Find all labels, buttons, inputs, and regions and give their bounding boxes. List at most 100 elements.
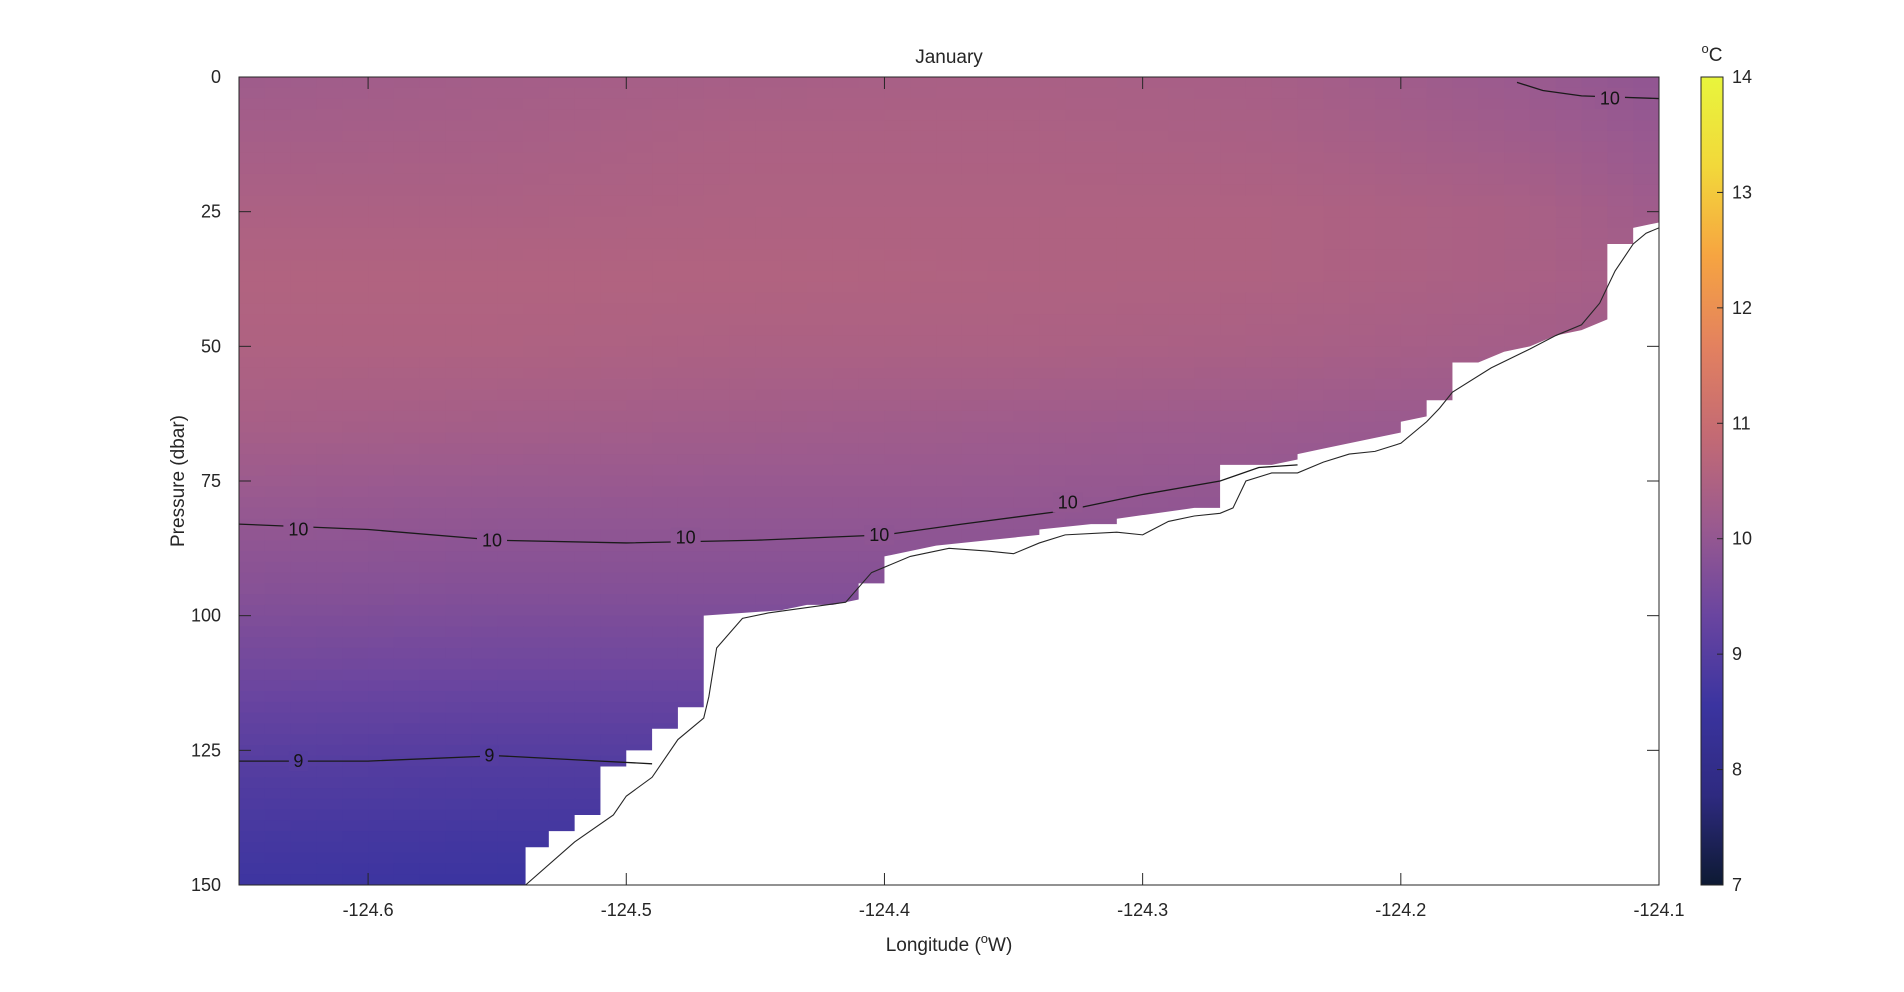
field-cell xyxy=(1529,206,1557,218)
field-cell xyxy=(600,410,628,423)
field-cell xyxy=(316,206,344,218)
field-cell xyxy=(858,303,886,315)
field-cell xyxy=(1426,314,1454,326)
field-cell xyxy=(1116,378,1144,391)
field-cell xyxy=(471,314,498,326)
field-cell xyxy=(1142,260,1170,272)
field-cell xyxy=(393,551,421,563)
field-cell xyxy=(497,831,524,843)
field-cell xyxy=(1400,195,1428,208)
field-cell xyxy=(316,518,344,531)
field-cell xyxy=(910,227,937,240)
x-axis: -124.6 -124.5 -124.4 -124.3 -124.2 -124.1 xyxy=(343,77,1685,920)
field-cell xyxy=(600,647,628,660)
field-cell xyxy=(342,669,369,682)
field-cell xyxy=(497,389,524,401)
field-cell xyxy=(574,680,602,692)
field-cell xyxy=(781,324,808,337)
field-cell xyxy=(316,367,344,380)
field-cell xyxy=(1452,109,1480,121)
field-cell xyxy=(393,206,421,218)
field-cell xyxy=(393,367,421,380)
field-cell xyxy=(961,464,989,477)
field-cell xyxy=(1168,120,1196,132)
field-cell xyxy=(600,583,628,595)
field-cell xyxy=(393,863,421,876)
field-cell xyxy=(548,669,576,682)
contour-label: 10 xyxy=(1600,89,1620,109)
field-cell xyxy=(1194,87,1221,100)
field-cell xyxy=(858,109,886,121)
field-cell xyxy=(497,303,524,315)
field-cell xyxy=(393,130,421,143)
field-cell xyxy=(342,130,369,143)
field-cell xyxy=(445,507,473,520)
field-cell xyxy=(264,637,292,649)
x-tick-label: -124.4 xyxy=(859,900,910,920)
field-cell xyxy=(884,475,912,488)
field-cell xyxy=(703,335,731,348)
field-cell xyxy=(936,389,963,401)
field-cell xyxy=(600,572,628,585)
field-cell xyxy=(368,346,395,358)
field-cell xyxy=(1039,475,1066,488)
field-cell xyxy=(1013,87,1041,100)
field-cell xyxy=(1452,184,1480,197)
field-cell xyxy=(548,788,576,800)
field-cell xyxy=(264,217,292,229)
field-cell xyxy=(548,701,576,714)
contour-label-bg xyxy=(283,519,314,540)
field-cell xyxy=(1529,77,1557,89)
field-cell xyxy=(393,680,421,692)
field-cell xyxy=(832,561,860,574)
field-cell xyxy=(1400,152,1428,164)
field-cell xyxy=(1013,292,1041,305)
field-cell xyxy=(523,615,550,628)
field-cell xyxy=(832,475,860,488)
field-cell xyxy=(574,669,602,682)
field-cell xyxy=(239,777,266,789)
field-cell xyxy=(393,615,421,628)
field-cell xyxy=(393,281,421,294)
field-cell xyxy=(1065,335,1092,348)
field-cell xyxy=(419,615,447,628)
field-cell xyxy=(600,238,628,251)
field-cell xyxy=(729,497,757,509)
field-cell xyxy=(239,77,266,89)
field-cell xyxy=(497,594,524,606)
field-cell xyxy=(807,217,834,229)
field-cell xyxy=(574,583,602,595)
field-cell xyxy=(316,238,344,251)
field-cell xyxy=(600,507,628,520)
field-cell xyxy=(445,518,473,531)
field-cell xyxy=(1271,367,1299,380)
field-cell xyxy=(1504,314,1531,326)
field-cell xyxy=(1065,206,1092,218)
field-cell xyxy=(1116,163,1144,175)
field-cell xyxy=(677,410,705,423)
field-cell xyxy=(1065,410,1092,423)
field-cell xyxy=(1142,443,1170,455)
field-cell xyxy=(600,680,628,692)
field-cell xyxy=(961,529,989,542)
colorbar-tick-label: 11 xyxy=(1732,413,1751,433)
field-cell xyxy=(1607,217,1634,229)
field-cell xyxy=(1142,206,1170,218)
field-cell xyxy=(781,497,808,509)
field-cell xyxy=(1168,163,1196,175)
field-cell xyxy=(703,87,731,100)
field-cell xyxy=(239,120,266,132)
field-cell xyxy=(445,410,473,423)
field-cell xyxy=(703,184,731,197)
field-cell xyxy=(1013,141,1041,154)
field-cell xyxy=(1400,270,1428,283)
field-cell xyxy=(368,130,395,143)
field-cell xyxy=(1116,120,1144,132)
field-cell xyxy=(987,346,1015,358)
field-cell xyxy=(807,141,834,154)
field-cell xyxy=(1245,98,1273,111)
field-cell xyxy=(1426,141,1454,154)
field-cell xyxy=(961,324,989,337)
field-cell xyxy=(1039,77,1066,89)
field-cell xyxy=(858,281,886,294)
